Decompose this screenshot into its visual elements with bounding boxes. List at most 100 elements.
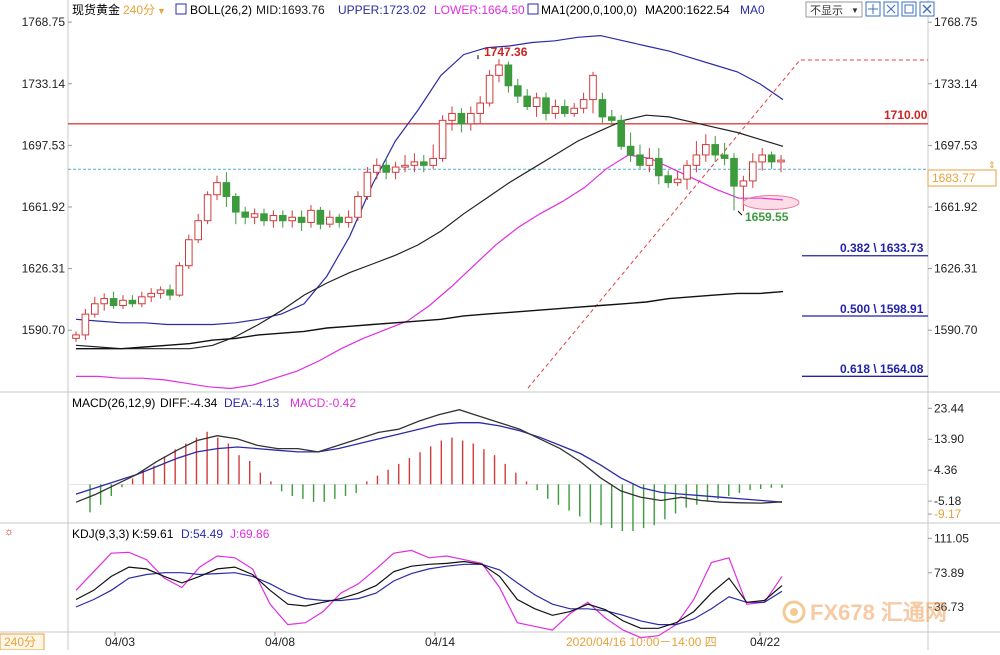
macd-lines <box>75 409 783 504</box>
macd-label: MACD(26,12,9) <box>72 396 155 410</box>
candle-body <box>664 175 673 184</box>
candle-body <box>410 161 419 166</box>
y-tick-label-right: 1697.53 <box>934 138 978 152</box>
period-footer: 240分 <box>4 635 36 649</box>
main-candles <box>72 59 785 342</box>
candle-body <box>504 64 513 87</box>
candle-body <box>109 298 118 306</box>
macd-dea-line <box>75 422 783 503</box>
period-label[interactable]: 240分 <box>123 3 155 17</box>
candle-body <box>467 112 475 125</box>
candle-body <box>100 298 109 305</box>
candle-body <box>617 119 626 147</box>
x-tick-label: 04/22 <box>750 635 780 649</box>
boll-mid: MID:1693.76 <box>256 3 325 17</box>
boll-label: BOLL(26,2) <box>190 3 252 17</box>
x-tick-label: 04/08 <box>265 635 295 649</box>
candle-body <box>344 216 353 223</box>
main-indicator-lines <box>75 34 784 390</box>
candle-body <box>175 265 184 296</box>
macd-value: MACD:-0.42 <box>290 396 356 410</box>
candle-body <box>767 154 776 163</box>
candle-body <box>598 99 607 118</box>
ma200-line <box>76 290 784 350</box>
high-label: 1747.36 <box>484 45 528 59</box>
settings-icon[interactable]: ☼ <box>4 526 14 538</box>
candle-body <box>91 303 99 315</box>
hide-select-label: 不显示 <box>810 4 843 17</box>
kdj-j: J:69.86 <box>230 527 270 541</box>
candle-body <box>626 145 635 156</box>
current-price-tag: 1683.77 ⇕ <box>927 160 997 187</box>
candle-body <box>222 182 231 197</box>
candle-body <box>523 95 532 108</box>
candle-body <box>438 119 447 159</box>
window-icon[interactable] <box>901 1 917 17</box>
hide-select[interactable] <box>805 1 863 18</box>
boll-upper-line <box>75 34 784 326</box>
y-tick-label-left: 1626.31 <box>22 262 66 276</box>
expand-icon[interactable] <box>883 1 899 17</box>
main-annotations <box>477 55 800 216</box>
candle-body <box>739 180 748 187</box>
candle-body <box>72 334 80 339</box>
candle-body <box>326 216 334 225</box>
dropdown-icon[interactable]: ▼ <box>157 6 166 16</box>
macd-histogram <box>89 431 783 532</box>
candle-body <box>354 195 362 218</box>
ma-label: MA1(200,0,100,0) <box>541 3 637 17</box>
y-tick-label-left: 1733.14 <box>22 77 66 91</box>
candle-body <box>532 97 541 108</box>
watermark-text: FX678 汇通网 <box>810 600 947 625</box>
candle-body <box>608 116 616 121</box>
kdj-k-line <box>75 560 783 629</box>
candle-body <box>241 211 249 218</box>
candle-body <box>551 106 560 114</box>
fib618-label: 0.618 \ 1564.08 <box>840 362 924 376</box>
symbol-label: 现货黄金 <box>72 2 120 17</box>
candle-body <box>448 112 456 121</box>
y-tick-label-left: 1768.75 <box>22 15 66 29</box>
boll-mid-line <box>75 114 784 350</box>
candle-body <box>147 292 155 298</box>
y-tick-label-right: 1590.70 <box>934 323 978 337</box>
kdj-legend: ☼ KDJ(9,3,3) K:59.61 D:54.49 J:69.86 <box>4 526 270 541</box>
fib382-label: 0.382 \ 1633.73 <box>840 241 924 255</box>
candle-body <box>288 216 296 222</box>
macd-dif: DIFF:-4.34 <box>160 396 218 410</box>
candle-body <box>119 299 127 306</box>
x-tick-label: 04/14 <box>425 635 455 649</box>
crosshair-icon[interactable] <box>865 1 881 17</box>
ma-checkbox-icon[interactable] <box>527 3 539 15</box>
macd-y-axis: 23.44 13.90 4.36 -5.18-9.17 <box>68 401 964 521</box>
main-y-axis: 1768.75 1768.75 1733.14 1733.14 1697.53 1697.… <box>22 15 978 337</box>
candle-body <box>232 195 240 213</box>
watermark: FX678 汇通网 <box>782 600 947 625</box>
close-icon[interactable] <box>919 1 935 17</box>
current-price-label: 1683.77 <box>932 171 976 185</box>
kdj-tick-label: 73.89 <box>934 566 964 580</box>
kdj-y-axis: 111.05 73.89 36.73 <box>928 531 969 614</box>
boll-lower: LOWER:1664.50 <box>434 3 525 17</box>
candle-body <box>250 213 259 218</box>
candle-body <box>382 164 390 173</box>
y-tick-label-left: 1661.92 <box>22 200 66 214</box>
candle-body <box>542 97 550 114</box>
candle-body <box>476 102 484 114</box>
candle-body <box>777 159 785 163</box>
candle-body <box>279 215 287 222</box>
kdj-lines <box>75 549 783 639</box>
candle-body <box>485 74 494 104</box>
candle-body <box>457 112 466 125</box>
low-label: 1659.55 <box>745 210 789 224</box>
candle-body <box>128 299 137 305</box>
boll-checkbox-icon[interactable] <box>175 3 187 15</box>
candle-body <box>570 107 579 114</box>
candle-body <box>702 144 710 156</box>
candle-body <box>579 99 588 109</box>
macd-dea: DEA:-4.13 <box>224 396 280 410</box>
candle-body <box>589 74 597 101</box>
candle-body <box>335 216 343 223</box>
